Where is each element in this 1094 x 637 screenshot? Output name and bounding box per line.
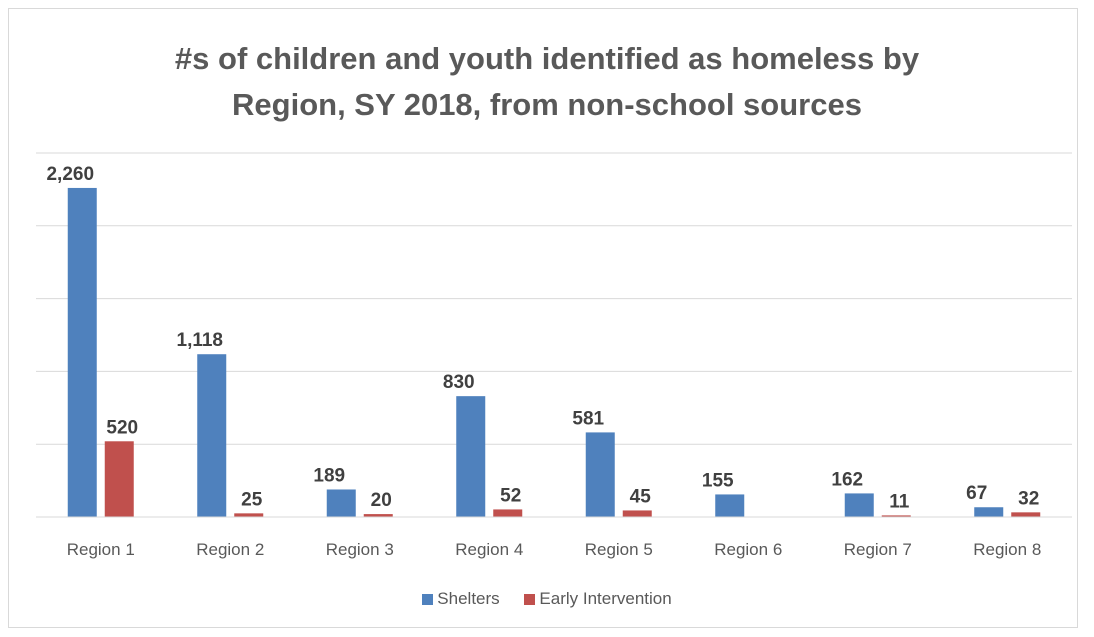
data-label: 67	[966, 483, 987, 504]
bar-shelters	[844, 493, 874, 517]
x-tick-label: Region 5	[585, 540, 653, 559]
data-label: 155	[702, 470, 734, 491]
x-tick-label: Region 4	[455, 540, 523, 559]
chart-title-line-2: Region, SY 2018, from non-school sources	[232, 87, 862, 122]
data-label: 11	[889, 491, 910, 512]
bar-shelters	[326, 489, 356, 517]
bar-early-intervention	[622, 510, 652, 517]
legend-item-shelters: Shelters	[422, 589, 500, 609]
data-label: 2,260	[46, 164, 94, 185]
legend-swatch-shelters	[422, 593, 434, 605]
bar-early-intervention	[104, 441, 134, 517]
chart-title: #s of children and youth identified as h…	[0, 36, 1094, 128]
bar-shelters	[197, 354, 227, 517]
legend: Shelters Early Intervention	[0, 589, 1094, 610]
bar-shelters	[67, 187, 97, 517]
data-label: 20	[371, 490, 392, 511]
data-label: 1,118	[177, 330, 224, 351]
bar-shelters	[974, 507, 1004, 517]
bar-early-intervention	[363, 514, 393, 517]
data-label: 189	[313, 465, 345, 486]
data-label: 45	[630, 486, 652, 507]
bar-early-intervention	[234, 513, 264, 517]
x-tick-label: Region 7	[844, 540, 912, 559]
chart-title-line-1: #s of children and youth identified as h…	[174, 41, 920, 76]
legend-label-shelters: Shelters	[437, 589, 500, 608]
bar-early-intervention	[881, 515, 911, 517]
data-label: 52	[500, 485, 521, 506]
legend-swatch-early-intervention	[524, 593, 536, 605]
bar-early-intervention	[1011, 512, 1041, 517]
bar-shelters	[456, 396, 486, 517]
data-label: 830	[443, 372, 475, 393]
legend-item-early-intervention: Early Intervention	[524, 589, 672, 609]
x-tick-label: Region 6	[714, 540, 782, 559]
bar-shelters	[715, 494, 745, 517]
x-tick-label: Region 1	[67, 540, 135, 559]
data-label: 25	[241, 489, 263, 510]
x-tick-label: Region 8	[973, 540, 1041, 559]
bar-early-intervention	[493, 509, 523, 517]
chart-frame	[8, 8, 1078, 628]
legend-label-early-intervention: Early Intervention	[539, 589, 672, 608]
x-tick-label: Region 3	[326, 540, 394, 559]
data-label: 520	[106, 417, 138, 438]
data-label: 581	[572, 408, 604, 429]
data-label: 32	[1018, 488, 1039, 509]
data-label: 162	[831, 469, 863, 490]
bar-shelters	[585, 432, 615, 517]
x-tick-label: Region 2	[196, 540, 264, 559]
